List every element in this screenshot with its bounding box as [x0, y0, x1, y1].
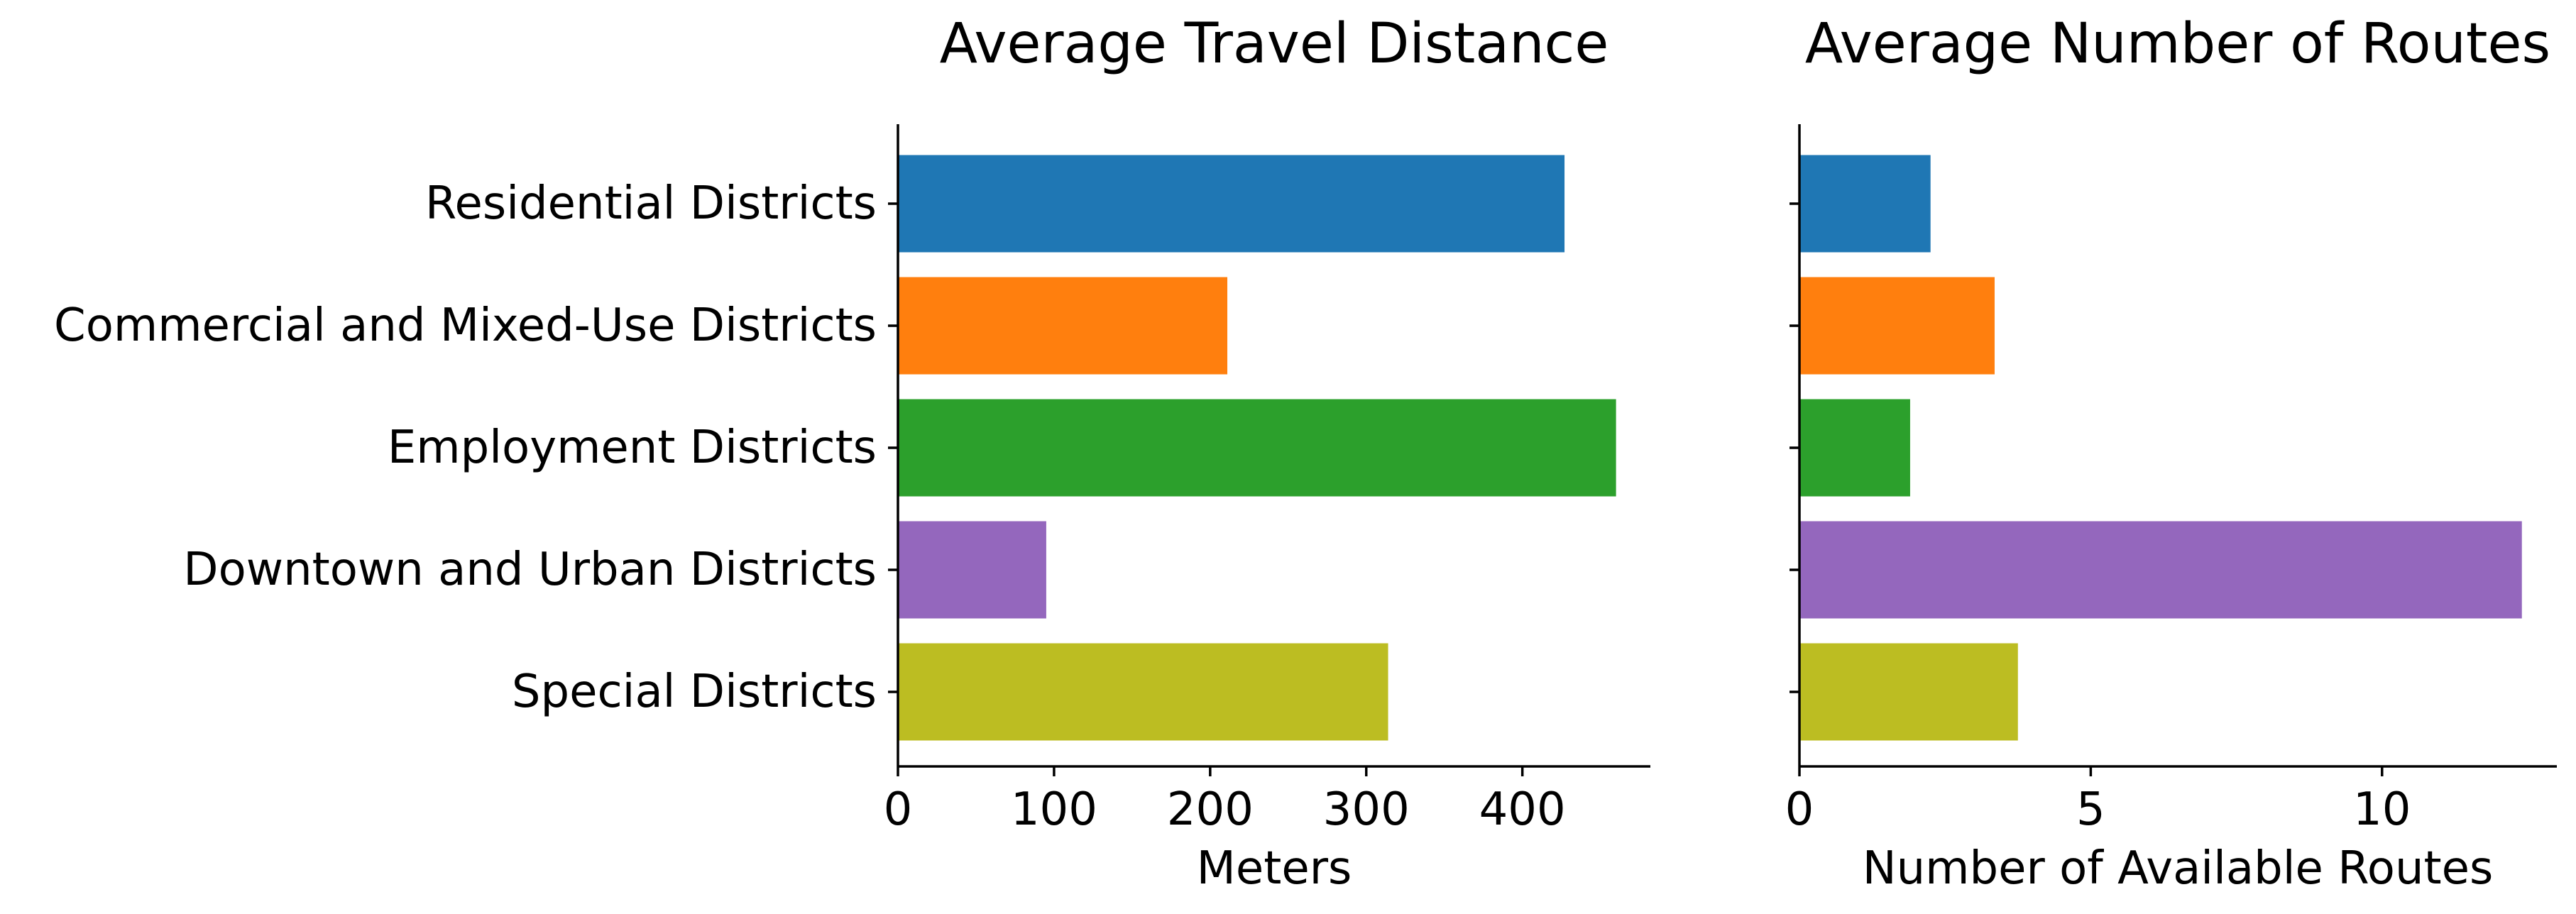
x-tick-label: 300: [1323, 783, 1410, 836]
category-label: Employment Districts: [388, 422, 877, 474]
chart-title: Average Travel Distance: [940, 12, 1609, 76]
bar-residential-districts: [898, 155, 1565, 253]
bar-residential-districts: [1799, 155, 1931, 253]
bar-group: [1799, 155, 2522, 741]
bar-employment-districts: [1799, 399, 1910, 497]
routes-panel: Average Number of Routes 0 5 10 Number of …: [1785, 12, 2557, 895]
bar-special-districts: [898, 643, 1388, 741]
x-tick-label: 5: [2076, 783, 2105, 836]
travel-distance-panel: Average Travel Distance Residential Dist…: [54, 12, 1650, 895]
bar-downtown-and-urban-districts: [898, 521, 1046, 619]
x-axis-label: Meters: [1197, 842, 1352, 895]
x-tick-label: 0: [884, 783, 913, 836]
bar-special-districts: [1799, 643, 2018, 741]
category-label: Downtown and Urban Districts: [183, 544, 877, 596]
x-axis-label: Number of Available Routes: [1863, 842, 2494, 895]
category-label: Residential Districts: [425, 177, 877, 230]
x-tick-label: 0: [1785, 783, 1814, 836]
x-ticks: 0 5 10: [1785, 766, 2411, 836]
x-tick-label: 400: [1479, 783, 1566, 836]
y-ticks: [888, 202, 898, 693]
x-tick-label: 10: [2353, 783, 2411, 836]
category-label: Commercial and Mixed-Use Districts: [54, 299, 877, 352]
chart-title: Average Number of Routes: [1805, 12, 2550, 76]
x-tick-label: 100: [1011, 783, 1097, 836]
bar-group: [898, 155, 1616, 741]
x-ticks: 0 100 200 300 400: [884, 766, 1566, 836]
bar-downtown-and-urban-districts: [1799, 521, 2522, 619]
y-ticks: [1790, 202, 1799, 693]
category-labels: Residential Districts Commercial and Mixe…: [54, 177, 877, 718]
bar-commercial-and-mixed-use-districts: [898, 277, 1228, 375]
bar-employment-districts: [898, 399, 1616, 497]
x-tick-label: 200: [1167, 783, 1254, 836]
category-label: Special Districts: [512, 666, 877, 718]
bar-commercial-and-mixed-use-districts: [1799, 277, 1995, 375]
